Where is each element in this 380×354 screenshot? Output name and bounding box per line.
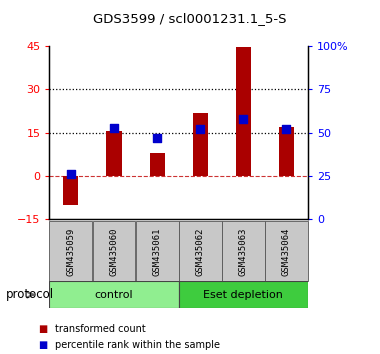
FancyBboxPatch shape	[49, 281, 179, 308]
Text: transformed count: transformed count	[55, 324, 146, 334]
Bar	[63, 176, 78, 205]
FancyBboxPatch shape	[136, 221, 179, 281]
Text: protocol: protocol	[6, 288, 54, 301]
Text: Eset depletion: Eset depletion	[203, 290, 283, 300]
FancyBboxPatch shape	[92, 221, 136, 281]
Bar	[193, 113, 207, 176]
FancyBboxPatch shape	[179, 281, 308, 308]
Text: GSM435062: GSM435062	[196, 227, 205, 275]
Point	[240, 116, 246, 122]
FancyBboxPatch shape	[49, 221, 92, 281]
Point	[283, 126, 289, 132]
Bar	[150, 153, 165, 176]
Point	[111, 125, 117, 130]
Text: control: control	[95, 290, 133, 300]
Text: GSM435061: GSM435061	[152, 227, 161, 275]
Point	[68, 172, 74, 177]
Text: GSM435064: GSM435064	[282, 227, 291, 275]
FancyBboxPatch shape	[179, 221, 222, 281]
Point	[197, 126, 203, 132]
Text: GSM435063: GSM435063	[239, 227, 248, 275]
Text: GSM435059: GSM435059	[66, 227, 76, 275]
Text: GSM435060: GSM435060	[109, 227, 119, 275]
Text: percentile rank within the sample: percentile rank within the sample	[55, 340, 220, 350]
FancyBboxPatch shape	[222, 221, 265, 281]
Bar	[279, 127, 294, 176]
FancyBboxPatch shape	[265, 221, 308, 281]
Text: ■: ■	[38, 340, 47, 350]
Bar	[106, 131, 122, 176]
Bar	[236, 47, 251, 176]
Point	[154, 135, 160, 141]
Text: GDS3599 / scl0001231.1_5-S: GDS3599 / scl0001231.1_5-S	[93, 12, 287, 25]
Text: ■: ■	[38, 324, 47, 334]
